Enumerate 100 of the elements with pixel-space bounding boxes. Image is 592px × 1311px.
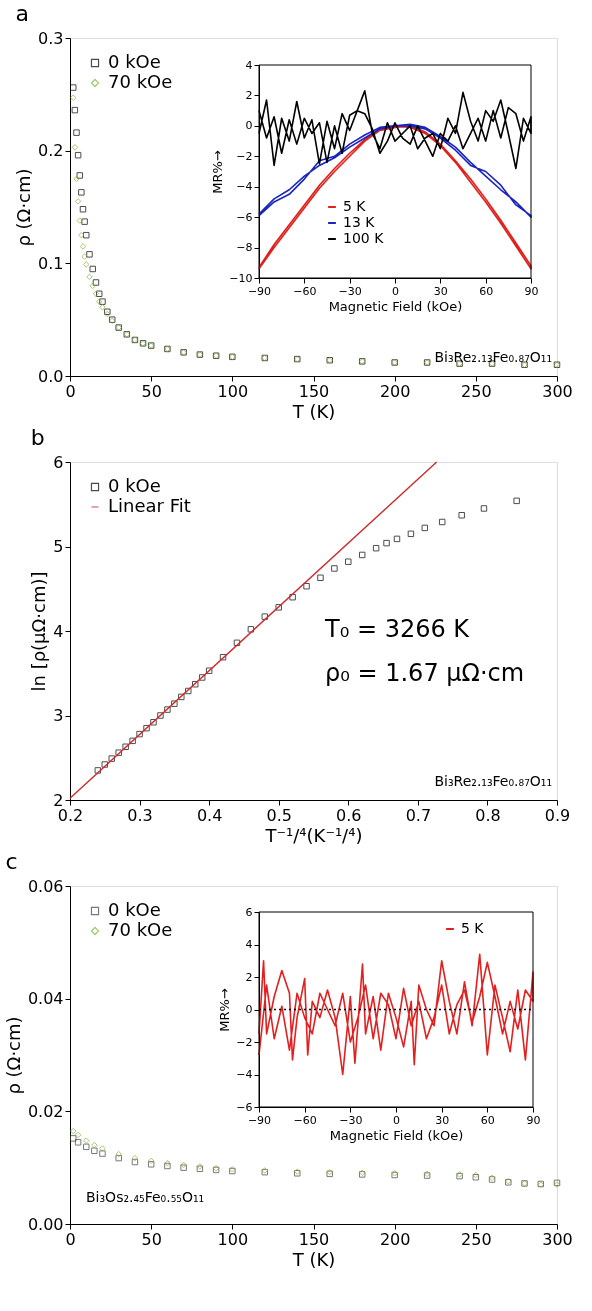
point (81, 218, 88, 225)
y-tick-label: 0.04 (27, 989, 64, 1009)
point (86, 251, 93, 258)
point (150, 719, 157, 726)
point (438, 518, 446, 526)
point (99, 1145, 106, 1152)
y-axis-title: MR%→ (210, 150, 226, 194)
point (115, 1154, 122, 1162)
x-tick-label: 0.6 (336, 805, 362, 825)
y-tick-label: 5 (53, 537, 64, 556)
annotation: Bi₃Os₂.₄₅Fe₀.₅₅O₁₁ (86, 1189, 205, 1205)
annotation: Bi₃Re₂.₁₃Fe₀.₈₇O₁₁ (434, 773, 552, 789)
x-tick-label: 0 (392, 284, 399, 298)
x-tick-label: 250 (461, 1229, 492, 1249)
point (191, 681, 199, 688)
point (205, 667, 213, 674)
point (82, 231, 90, 239)
point (78, 231, 85, 239)
y-tick-label: 4 (53, 621, 64, 641)
point (94, 767, 102, 774)
x-tick-label: −30 (338, 284, 362, 298)
y-tick-label: −4 (236, 180, 253, 194)
point (79, 206, 87, 213)
point (71, 106, 79, 114)
x-tick-label: −60 (293, 1113, 317, 1127)
y-tick-label: 0.0 (38, 366, 64, 386)
y-tick-label: −8 (236, 241, 253, 255)
line-series (258, 953, 534, 1076)
point (393, 535, 401, 543)
x-tick-label: 200 (379, 381, 411, 401)
point (458, 512, 465, 519)
y-tick-label: 0.3 (38, 28, 64, 48)
annotation: T₀ = 3266 K (324, 615, 471, 643)
point (74, 1139, 82, 1146)
annotation: Bi₃Re₂.₁₃Fe₀.₈₇O₁₁ (434, 349, 552, 365)
point (131, 1154, 139, 1162)
point (171, 700, 178, 707)
point (147, 1157, 155, 1165)
point (331, 565, 338, 572)
chart-title: b (30, 425, 45, 450)
legend-label: 0 kOe (108, 475, 161, 496)
point (136, 730, 143, 738)
x-tick-label: 90 (524, 284, 539, 298)
point (317, 574, 324, 581)
point (247, 626, 255, 633)
point (185, 687, 192, 695)
legend-label: 70 kOe (108, 919, 173, 940)
x-tick-label: 90 (526, 1113, 541, 1127)
legend-label: 100 K (343, 230, 385, 246)
point (275, 604, 282, 611)
legend-label: 70 kOe (108, 71, 173, 92)
point (407, 530, 415, 538)
point (82, 1137, 90, 1144)
x-tick-label: 0 (393, 1113, 400, 1127)
point (122, 743, 129, 750)
y-tick-label: 0.2 (38, 141, 64, 161)
x-tick-label: 30 (433, 284, 448, 298)
point (92, 279, 100, 286)
point (78, 189, 85, 196)
y-axis-title: ln [ρ(μΩ·cm)] (28, 571, 50, 692)
point (372, 544, 380, 552)
point (101, 761, 109, 768)
x-tick-label: 0.9 (544, 805, 571, 825)
point (219, 653, 227, 661)
point (480, 505, 488, 512)
point (82, 1143, 90, 1151)
y-axis-title: ρ (Ω·cm) (2, 1016, 24, 1095)
x-tick-label: 0.4 (196, 805, 223, 825)
y-tick-label: 4 (245, 58, 253, 72)
point (82, 261, 90, 268)
point (95, 298, 103, 305)
x-tick-label: −60 (293, 284, 317, 298)
chart-title: c (5, 849, 18, 874)
point (345, 558, 352, 565)
x-axis-title: Magnetic Field (kOe) (329, 1127, 464, 1143)
point (99, 1150, 106, 1157)
point (261, 613, 269, 620)
point (131, 1158, 139, 1166)
point (115, 1150, 122, 1158)
y-axis-title: MR%→ (217, 988, 233, 1032)
point (164, 706, 171, 713)
x-tick-label: 0.5 (266, 805, 292, 825)
y-tick-label: 0 (245, 1003, 253, 1016)
x-tick-label: 60 (480, 1113, 495, 1127)
point (70, 1135, 77, 1142)
x-tick-label: 300 (542, 1229, 573, 1249)
x-tick-label: 150 (298, 1229, 330, 1249)
y-tick-label: 0 (245, 119, 253, 133)
point (513, 497, 520, 505)
x-tick-label: 0.8 (475, 805, 501, 825)
x-tick-label: 0.3 (127, 805, 153, 825)
point (89, 282, 96, 290)
point (303, 582, 310, 590)
x-tick-label: 60 (479, 284, 494, 298)
point (147, 1161, 155, 1168)
x-tick-label: 100 (217, 1229, 249, 1249)
y-tick-label: −4 (236, 1068, 253, 1081)
point (157, 712, 164, 719)
x-tick-label: 250 (461, 381, 492, 401)
point (74, 151, 82, 159)
